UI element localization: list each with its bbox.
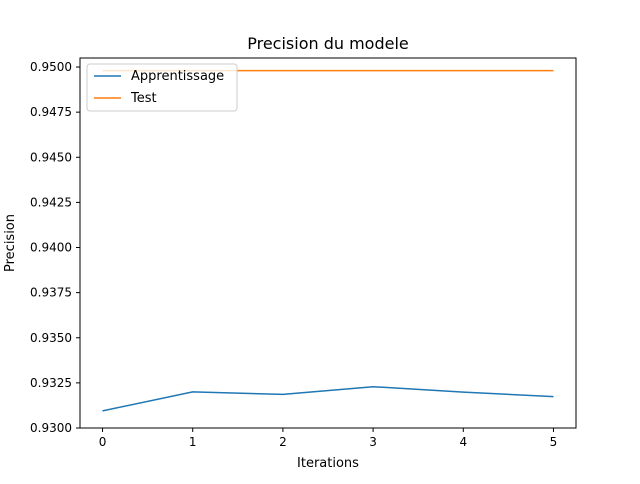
legend: Apprentissage Test: [86, 63, 238, 112]
y-axis-label: Precision: [3, 214, 18, 272]
y-tick-label: 0.9350: [30, 331, 72, 345]
plot-area-frame: [79, 57, 577, 429]
x-tick-label: 3: [369, 435, 377, 449]
legend-label: Apprentissage: [131, 69, 224, 84]
legend-box: [86, 63, 238, 112]
x-tick-label: 5: [550, 435, 558, 449]
x-axis-ticks: 0 1 2 3 4 5: [99, 428, 558, 449]
x-tick-label: 2: [279, 435, 287, 449]
x-tick-label: 0: [99, 435, 107, 449]
x-axis-label: Iterations: [297, 456, 359, 471]
chart-title: Precision du modele: [247, 34, 409, 53]
y-tick-label: 0.9325: [30, 376, 72, 390]
x-tick-label: 1: [189, 435, 197, 449]
y-tick-label: 0.9300: [30, 421, 72, 435]
series-line-apprentissage: [102, 385, 554, 412]
y-tick-label: 0.9475: [30, 105, 72, 119]
y-tick-label: 0.9375: [30, 286, 72, 300]
y-tick-label: 0.9500: [30, 60, 72, 74]
y-tick-label: 0.9425: [30, 195, 72, 209]
legend-label: Test: [130, 91, 157, 106]
x-tick-label: 4: [459, 435, 467, 449]
y-axis-ticks: 0.9300 0.9325 0.9350 0.9375 0.9400 0.9425 0.94…: [30, 60, 80, 435]
y-tick-label: 0.9400: [30, 241, 72, 255]
y-tick-label: 0.9450: [30, 150, 72, 164]
